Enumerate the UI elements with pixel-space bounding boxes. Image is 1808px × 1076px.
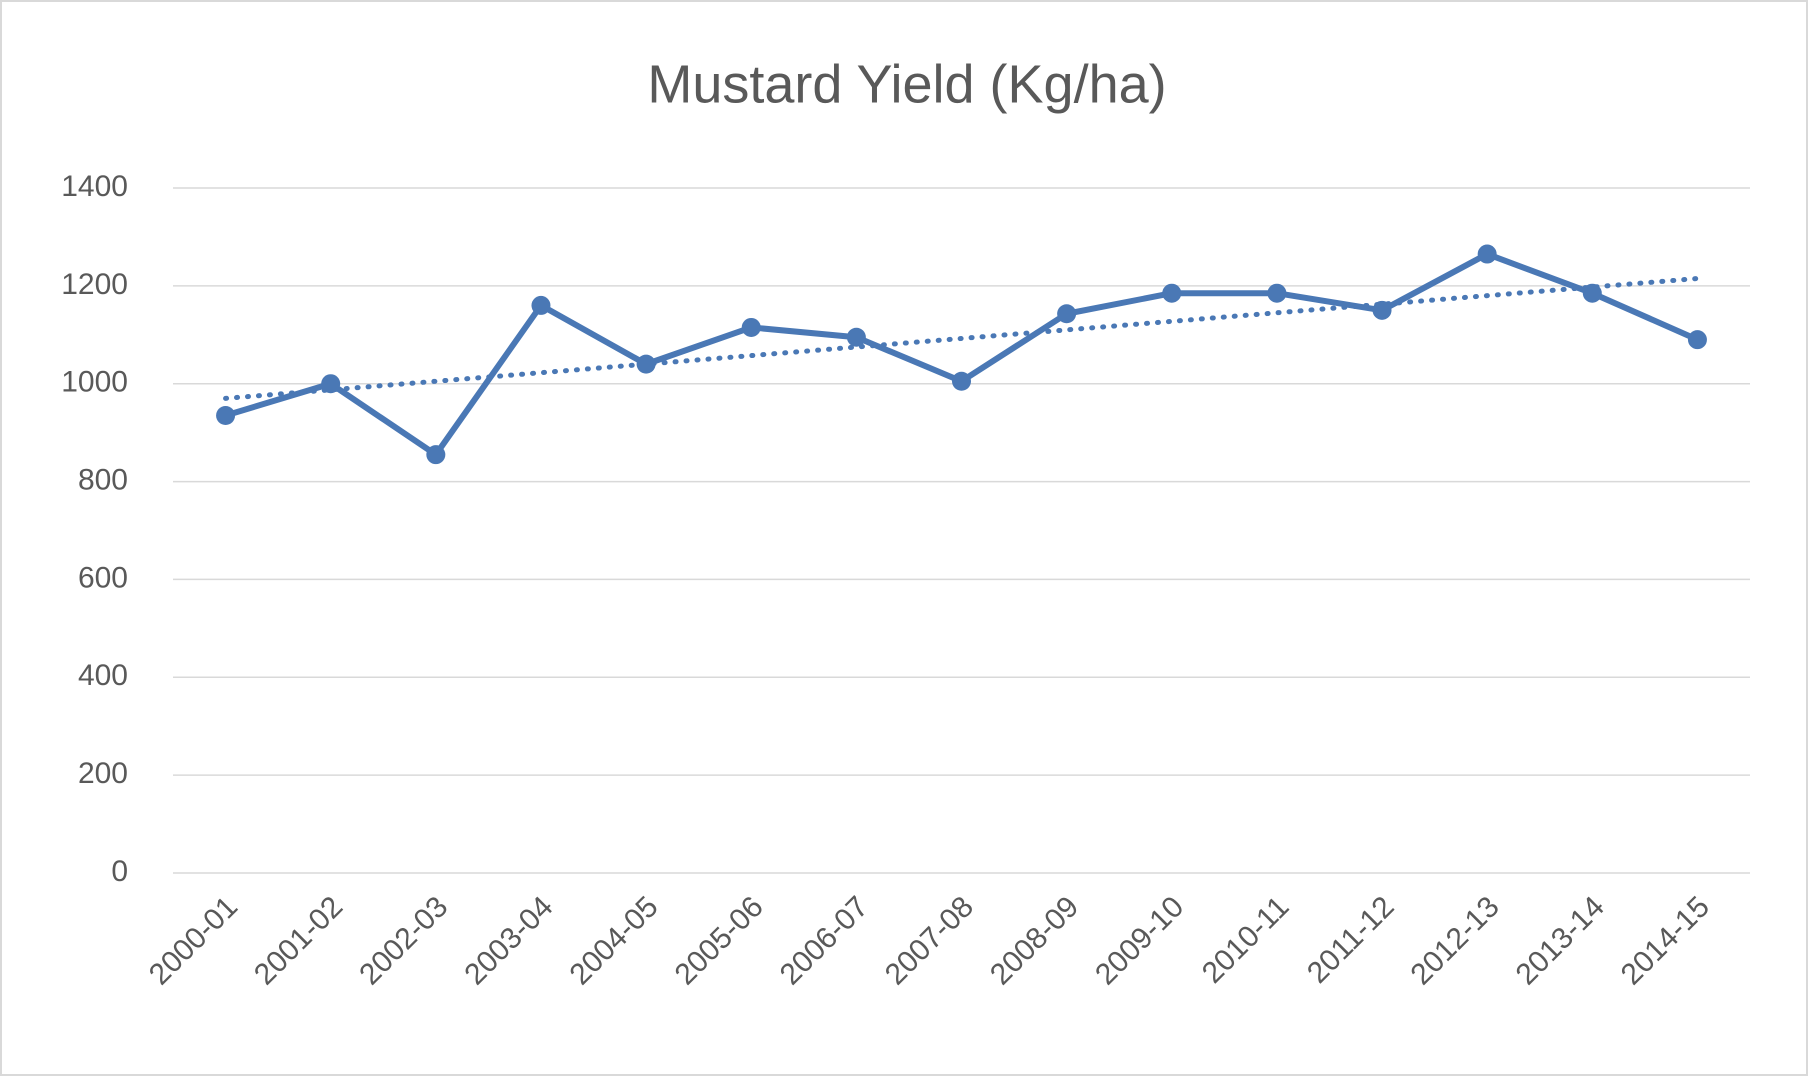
data-point xyxy=(531,295,551,315)
data-point xyxy=(1372,300,1392,320)
data-point xyxy=(741,317,761,337)
data-point xyxy=(636,354,656,374)
data-point xyxy=(426,445,446,465)
data-point xyxy=(1477,244,1497,264)
y-tick-label: 1200 xyxy=(61,268,128,301)
chart-title: Mustard Yield (Kg/ha) xyxy=(647,54,1166,114)
data-point xyxy=(1687,330,1707,350)
y-tick-label: 1000 xyxy=(61,366,128,399)
trendline xyxy=(223,276,1700,401)
data-point xyxy=(1267,283,1287,303)
data-point xyxy=(1582,283,1602,303)
data-point xyxy=(321,374,341,394)
y-tick-label: 200 xyxy=(78,757,128,790)
y-tick-label: 1400 xyxy=(61,170,128,203)
data-point xyxy=(952,371,971,391)
data-point xyxy=(846,327,866,347)
data-point xyxy=(1162,283,1182,303)
data-point xyxy=(216,406,236,426)
data-point xyxy=(1057,304,1077,324)
y-tick-label: 400 xyxy=(78,659,128,692)
y-tick-label: 0 xyxy=(111,855,128,888)
y-tick-label: 600 xyxy=(78,561,128,594)
y-tick-label: 800 xyxy=(78,463,128,496)
